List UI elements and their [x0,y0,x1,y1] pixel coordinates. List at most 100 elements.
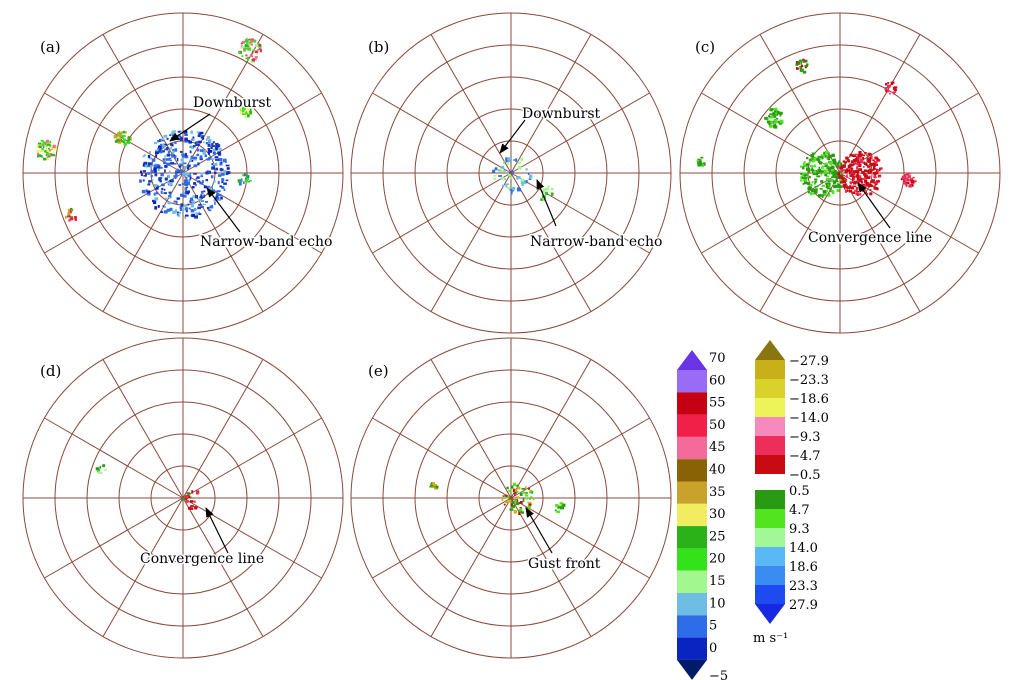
echo-pixel [247,175,250,178]
echo-pixel [204,154,207,158]
echo-pixel [186,191,190,195]
echo-pixel [123,130,125,134]
echo-pixel [779,119,784,123]
echo-pixel [827,194,831,197]
echo-pixel [213,180,216,183]
echo-pixel [701,164,704,167]
echo-pixel [503,161,505,165]
echo-pixel [773,125,775,128]
echo-pixel [547,185,550,188]
radial-line [510,359,592,499]
echo-pixel [875,187,879,190]
echo-pixel [168,157,172,160]
echo-pixel [518,165,522,170]
echo-pixel [863,166,865,168]
echo-pixel [163,134,168,138]
echo-pixel [912,180,917,183]
echo-pixel [252,39,257,43]
echo-pixel [157,205,160,208]
echo-pixel [160,173,164,177]
echo-pixel [117,140,122,144]
echo-pixel [163,143,168,146]
echo-pixel [827,153,830,156]
echo-pixel [818,166,821,169]
echo-pixel [818,194,821,198]
echo-pixel [847,164,851,168]
echo-pixel [864,174,868,178]
echo-pixel [876,163,878,166]
echo-pixel [799,176,802,179]
echo-pixel [36,149,39,154]
echo-pixel [147,154,151,158]
echo-pixel [193,182,197,185]
echo-pixel [865,183,869,187]
echo-pixel [215,143,219,145]
legend-tick-label: −14.0 [789,411,829,426]
legend-color-box [755,436,785,455]
echo-pixel [46,152,50,155]
echo-pixel [99,471,103,474]
echo-pixel [195,143,200,146]
echo-pixel [901,175,906,179]
echo-pixel [218,174,222,177]
legend-tick-label: 50 [709,418,726,433]
echo-pixel [848,190,853,193]
echo-pixel [96,467,100,470]
echo-pixel [836,162,839,166]
radial-line [102,497,184,637]
echo-pixel [854,158,858,161]
echo-pixel [168,182,173,186]
echo-pixel [844,189,847,193]
echo-pixel [140,173,143,177]
echo-pixel [831,153,835,158]
echo-pixel [67,215,71,218]
echo-pixel [697,164,701,167]
echo-pixel [227,171,231,174]
echo-pixel [187,203,190,206]
echo-pixel [867,169,872,173]
echo-pixel [908,178,910,181]
echo-pixel [505,157,509,161]
echo-pixel [184,207,188,211]
echo-pixel [200,190,204,194]
echo-pixel [192,201,196,205]
echo-pixel [179,169,183,173]
echo-pixel [191,490,194,494]
echo-pixel [184,181,188,185]
echo-pixel [190,130,193,134]
legend-tick-label: 23.3 [789,579,818,594]
radial-line [102,34,184,174]
echo-pixel [36,144,39,148]
echo-pixel [824,189,828,193]
echo-pixel [200,172,203,176]
echo-pixel [841,177,846,181]
echo-pixel [244,44,248,46]
echo-pixel [779,112,783,115]
echo-pixel [843,164,846,167]
echo-pixel [53,151,55,154]
legend-color-box [755,566,785,585]
echo-pixel [153,193,155,196]
echo-pixel [812,170,816,173]
echo-pixel [67,212,70,216]
echo-pixel [45,141,48,145]
echo-pixel [817,168,822,173]
echo-pixel [154,163,157,166]
echo-pixel [826,187,831,190]
echo-pixel [874,156,878,159]
echo-pixel [872,167,876,170]
echo-pixel [884,88,888,91]
echo-pixel [525,497,528,500]
echo-pixel [826,158,830,160]
echo-pixel [803,181,806,185]
echo-pixel [805,181,808,185]
echo-pixel [174,176,177,180]
echo-pixel [201,182,204,185]
echo-pixel [510,503,513,506]
echo-pixel [512,186,516,191]
echo-pixel [200,194,203,197]
echo-pixel [832,161,837,165]
echo-pixel [850,168,854,171]
echo-pixel [70,208,73,211]
annotation-label: Gust front [528,556,601,572]
